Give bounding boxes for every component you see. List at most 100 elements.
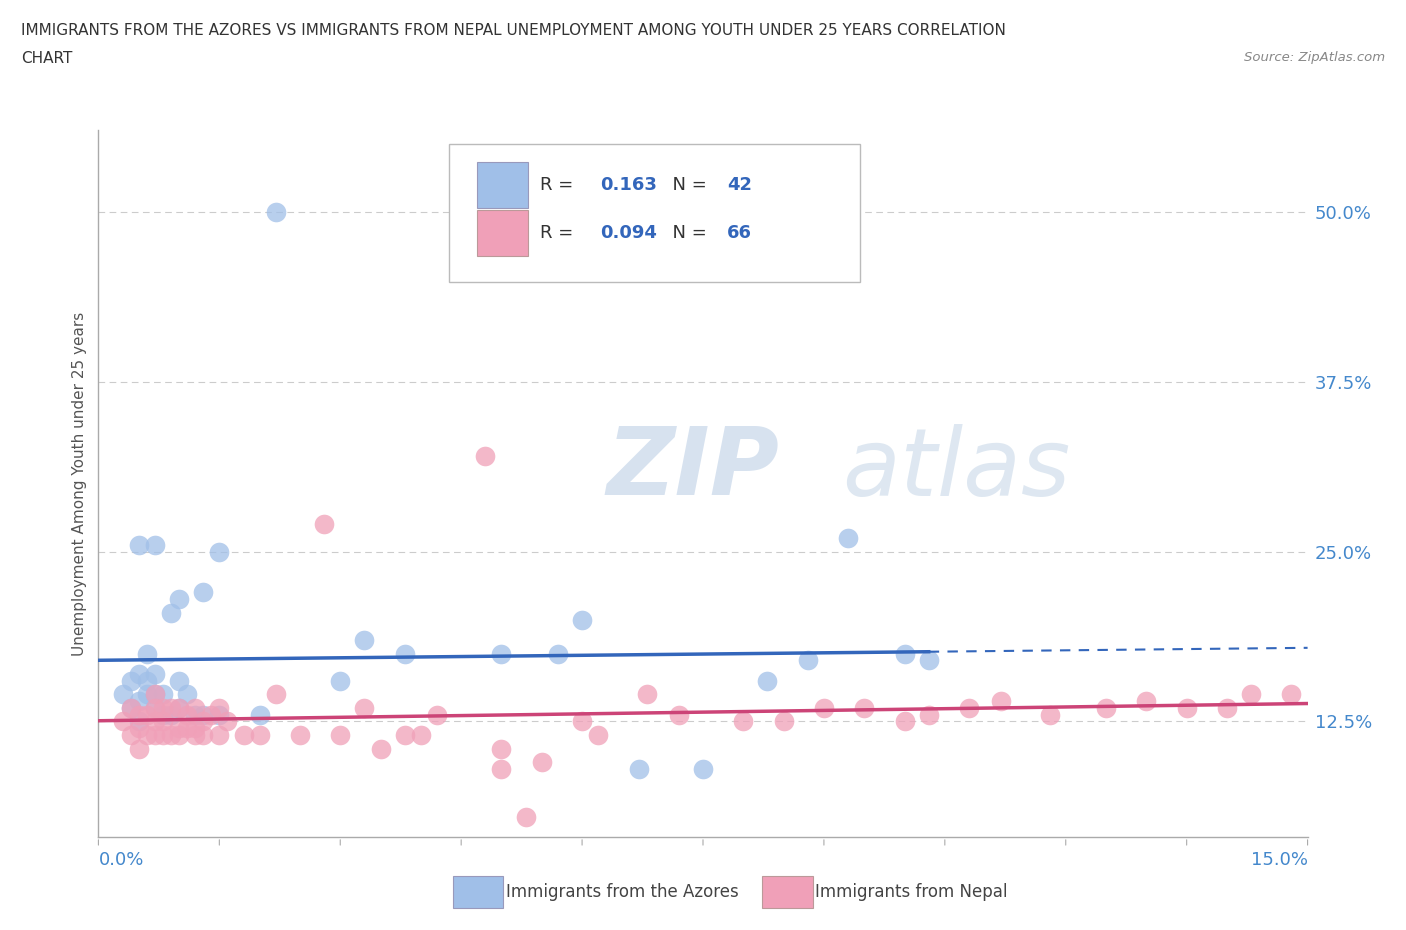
Point [152,700,174,715]
Point [797,653,820,668]
Point [143,714,166,729]
Text: 42: 42 [727,177,752,194]
Point [853,700,876,715]
Point [128,694,150,709]
Point [152,714,174,729]
Point [135,646,157,661]
Point [918,707,941,722]
Point [184,727,207,742]
Point [208,544,231,559]
Point [893,714,915,729]
Point [636,687,658,702]
Point [200,707,222,722]
Point [1175,700,1198,715]
Text: Source: ZipAtlas.com: Source: ZipAtlas.com [1244,51,1385,64]
Point [128,667,150,682]
Point [957,700,980,715]
Point [1039,707,1062,722]
Point [120,673,142,688]
Point [111,687,134,702]
Point [990,694,1012,709]
Text: ZIP: ZIP [606,423,779,515]
Point [692,762,714,777]
Point [208,700,231,715]
Point [1240,687,1263,702]
Point [143,700,166,715]
Point [491,741,513,756]
Text: N =: N = [661,177,713,194]
Point [547,646,569,661]
Text: R =: R = [540,177,579,194]
Text: 0.094: 0.094 [600,224,657,242]
Point [893,646,915,661]
Point [167,591,190,606]
Point [249,727,271,742]
Point [152,727,174,742]
Point [128,538,150,552]
Point [128,707,150,722]
Point [160,707,183,722]
Point [184,721,207,736]
Point [184,700,207,715]
Text: Immigrants from Nepal: Immigrants from Nepal [815,883,1008,901]
Y-axis label: Unemployment Among Youth under 25 years: Unemployment Among Youth under 25 years [72,312,87,656]
Point [314,517,336,532]
Point [756,673,779,688]
Point [1095,700,1118,715]
Point [193,707,215,722]
Text: IMMIGRANTS FROM THE AZORES VS IMMIGRANTS FROM NEPAL UNEMPLOYMENT AMONG YOUTH UND: IMMIGRANTS FROM THE AZORES VS IMMIGRANTS… [21,23,1005,38]
Point [409,727,432,742]
FancyBboxPatch shape [449,144,860,282]
Point [143,687,166,702]
FancyBboxPatch shape [477,210,527,256]
Point [176,707,198,722]
Point [176,721,198,736]
Point [264,205,287,219]
Point [1135,694,1157,709]
Point [120,727,142,742]
Text: N =: N = [661,224,713,242]
Point [167,700,190,715]
Point [193,585,215,600]
Point [918,653,941,668]
Point [837,530,859,545]
Text: 0.0%: 0.0% [98,851,143,870]
Point [1281,687,1303,702]
Point [813,700,835,715]
Point [167,721,190,736]
Point [160,727,183,742]
Point [120,700,142,715]
Point [128,714,150,729]
Point [515,809,537,824]
Point [135,727,157,742]
Text: 15.0%: 15.0% [1250,851,1308,870]
Point [160,605,183,620]
Point [264,687,287,702]
Point [329,673,352,688]
Point [571,612,593,627]
Point [184,707,207,722]
Point [135,687,157,702]
Point [135,707,157,722]
Point [167,673,190,688]
Point [208,727,231,742]
Point [1216,700,1239,715]
Point [370,741,392,756]
Point [160,700,183,715]
Text: 66: 66 [727,224,752,242]
Point [474,449,496,464]
Point [288,727,311,742]
Point [152,687,174,702]
Point [249,707,271,722]
Point [143,538,166,552]
Point [353,700,375,715]
Point [143,667,166,682]
Point [120,700,142,715]
Point [167,727,190,742]
Point [329,727,352,742]
Point [176,687,198,702]
Point [152,707,174,722]
Point [668,707,690,722]
Point [143,687,166,702]
Point [193,727,215,742]
